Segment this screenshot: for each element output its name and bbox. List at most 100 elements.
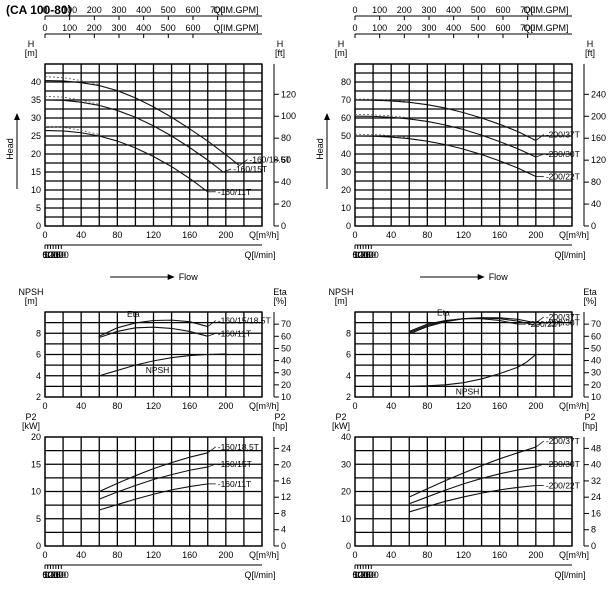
gpm-tick-label: 700 (520, 5, 535, 15)
eta-curve-label: Eta (437, 308, 450, 318)
y2-axis-unit: [hp] (582, 421, 597, 431)
series-label: -200/37T (546, 436, 580, 446)
y-axis-name: NPSH (18, 287, 43, 297)
gpm-tick-label: 0 (352, 23, 357, 33)
y-tick-label: 6 (36, 350, 41, 360)
y-tick-label: 25 (31, 131, 41, 141)
y2-tick-label: 200 (591, 111, 606, 121)
series-label: -160/18.5T (249, 155, 290, 165)
series-label: -200/30T (546, 317, 580, 327)
y2-tick-label: 20 (281, 380, 291, 390)
y-tick-label: 0 (346, 541, 351, 551)
y-axis-unit: [m] (25, 48, 38, 58)
series-line-200/30T (409, 466, 536, 505)
lmin-axis-label: Q[l/min] (244, 570, 275, 580)
lmin-tick-label: 300 (364, 570, 379, 580)
x-tick-label: 40 (76, 230, 86, 240)
series-line-200/37T (409, 317, 536, 335)
lmin-tick-label: 200 (358, 570, 373, 580)
x-tick-label: 80 (422, 550, 432, 560)
series-leader (535, 440, 545, 448)
series-line-160/15T (99, 466, 208, 500)
gpm-tick-label: 200 (397, 23, 412, 33)
x-tick-label: 80 (112, 550, 122, 560)
lmin-tick-label: 250 (361, 250, 376, 260)
x-tick-label: 200 (218, 550, 233, 560)
gpm-tick-label: 200 (87, 5, 102, 15)
x-tick-label: 120 (456, 401, 471, 411)
y-axis-name: P2 (335, 412, 346, 422)
y-tick-label: 10 (31, 185, 41, 195)
plot-frame (44, 436, 263, 547)
x-tick-label: 80 (112, 230, 122, 240)
y2-tick-label: 70 (281, 319, 291, 329)
gpm-tick-label: 0 (42, 5, 47, 15)
x-tick-label: 120 (146, 230, 161, 240)
x-tick-label: 160 (492, 550, 507, 560)
y-tick-label: 0 (36, 541, 41, 551)
gpm-tick-label: 600 (185, 5, 200, 15)
y2-tick-label: 120 (281, 89, 296, 99)
y2-tick-label: 20 (591, 380, 601, 390)
y2-tick-label: 40 (591, 460, 601, 470)
x-axis-label: Q[m³/h] (559, 230, 589, 240)
y-tick-label: 5 (36, 203, 41, 213)
y-axis-name: NPSH (328, 287, 353, 297)
y2-tick-label: 16 (591, 508, 601, 518)
lmin-tick-label: 200 (48, 570, 63, 580)
y2-tick-label: 10 (591, 392, 601, 402)
series-label: -200/37T (546, 312, 580, 322)
y-tick-label: 15 (31, 167, 41, 177)
y-tick-label: 8 (346, 328, 351, 338)
gpm-tick-label: 600 (495, 23, 510, 33)
y2-tick-label: 20 (281, 460, 291, 470)
y2-axis-unit: [%] (273, 296, 286, 306)
gpm-tick-label: 100 (62, 23, 77, 33)
gpm-tick-label: 300 (111, 23, 126, 33)
series-line-160/11T (99, 483, 208, 511)
x-tick-label: 80 (112, 401, 122, 411)
y-axis-unit: [m] (335, 48, 348, 58)
lmin-tick-label: 300 (54, 570, 69, 580)
y-axis-unit: [kW] (332, 421, 350, 431)
lmin-tick-label: 150 (356, 570, 371, 580)
lmin-axis-label: Q[l/min] (554, 250, 585, 260)
series-line-200/30T (409, 317, 536, 334)
lmin-tick-label: 250 (51, 250, 66, 260)
y2-tick-label: 0 (281, 221, 286, 231)
lmin-tick-label: 200 (48, 250, 63, 260)
y2-axis-name: H (587, 39, 594, 49)
y-tick-label: 40 (341, 432, 351, 442)
series-label: -200/22T (546, 172, 580, 182)
y2-axis-unit: [hp] (272, 421, 287, 431)
lmin-axis-label: Q[l/min] (244, 250, 275, 260)
y-tick-label: 2 (36, 392, 41, 402)
gpm-tick-label: 300 (421, 23, 436, 33)
y2-tick-label: 60 (591, 331, 601, 341)
dashed-extension (354, 133, 410, 139)
y-tick-label: 40 (31, 77, 41, 87)
y-tick-label: 20 (31, 432, 41, 442)
lmin-tick-label: 0 (42, 250, 47, 260)
lmin-tick-label: 50 (353, 570, 363, 580)
y-tick-label: 50 (341, 131, 351, 141)
y2-tick-label: 120 (591, 155, 606, 165)
chart-head-right: 0102030405060708004080120160200240H[m]H[… (315, 5, 606, 282)
series-leader (207, 332, 216, 337)
y-tick-label: 5 (36, 514, 41, 524)
gpm-tick-label: 200 (87, 23, 102, 33)
series-leader (535, 463, 544, 468)
series-label: -160/18.5T (218, 442, 259, 452)
x-tick-label: 160 (182, 550, 197, 560)
y2-tick-label: 8 (281, 508, 286, 518)
y-tick-label: 35 (31, 95, 41, 105)
series-line-160/11T (99, 326, 208, 339)
x-tick-label: 120 (146, 401, 161, 411)
gpm-tick-label: 700 (210, 5, 225, 15)
y-tick-label: 4 (36, 371, 41, 381)
series-leader (222, 168, 232, 173)
